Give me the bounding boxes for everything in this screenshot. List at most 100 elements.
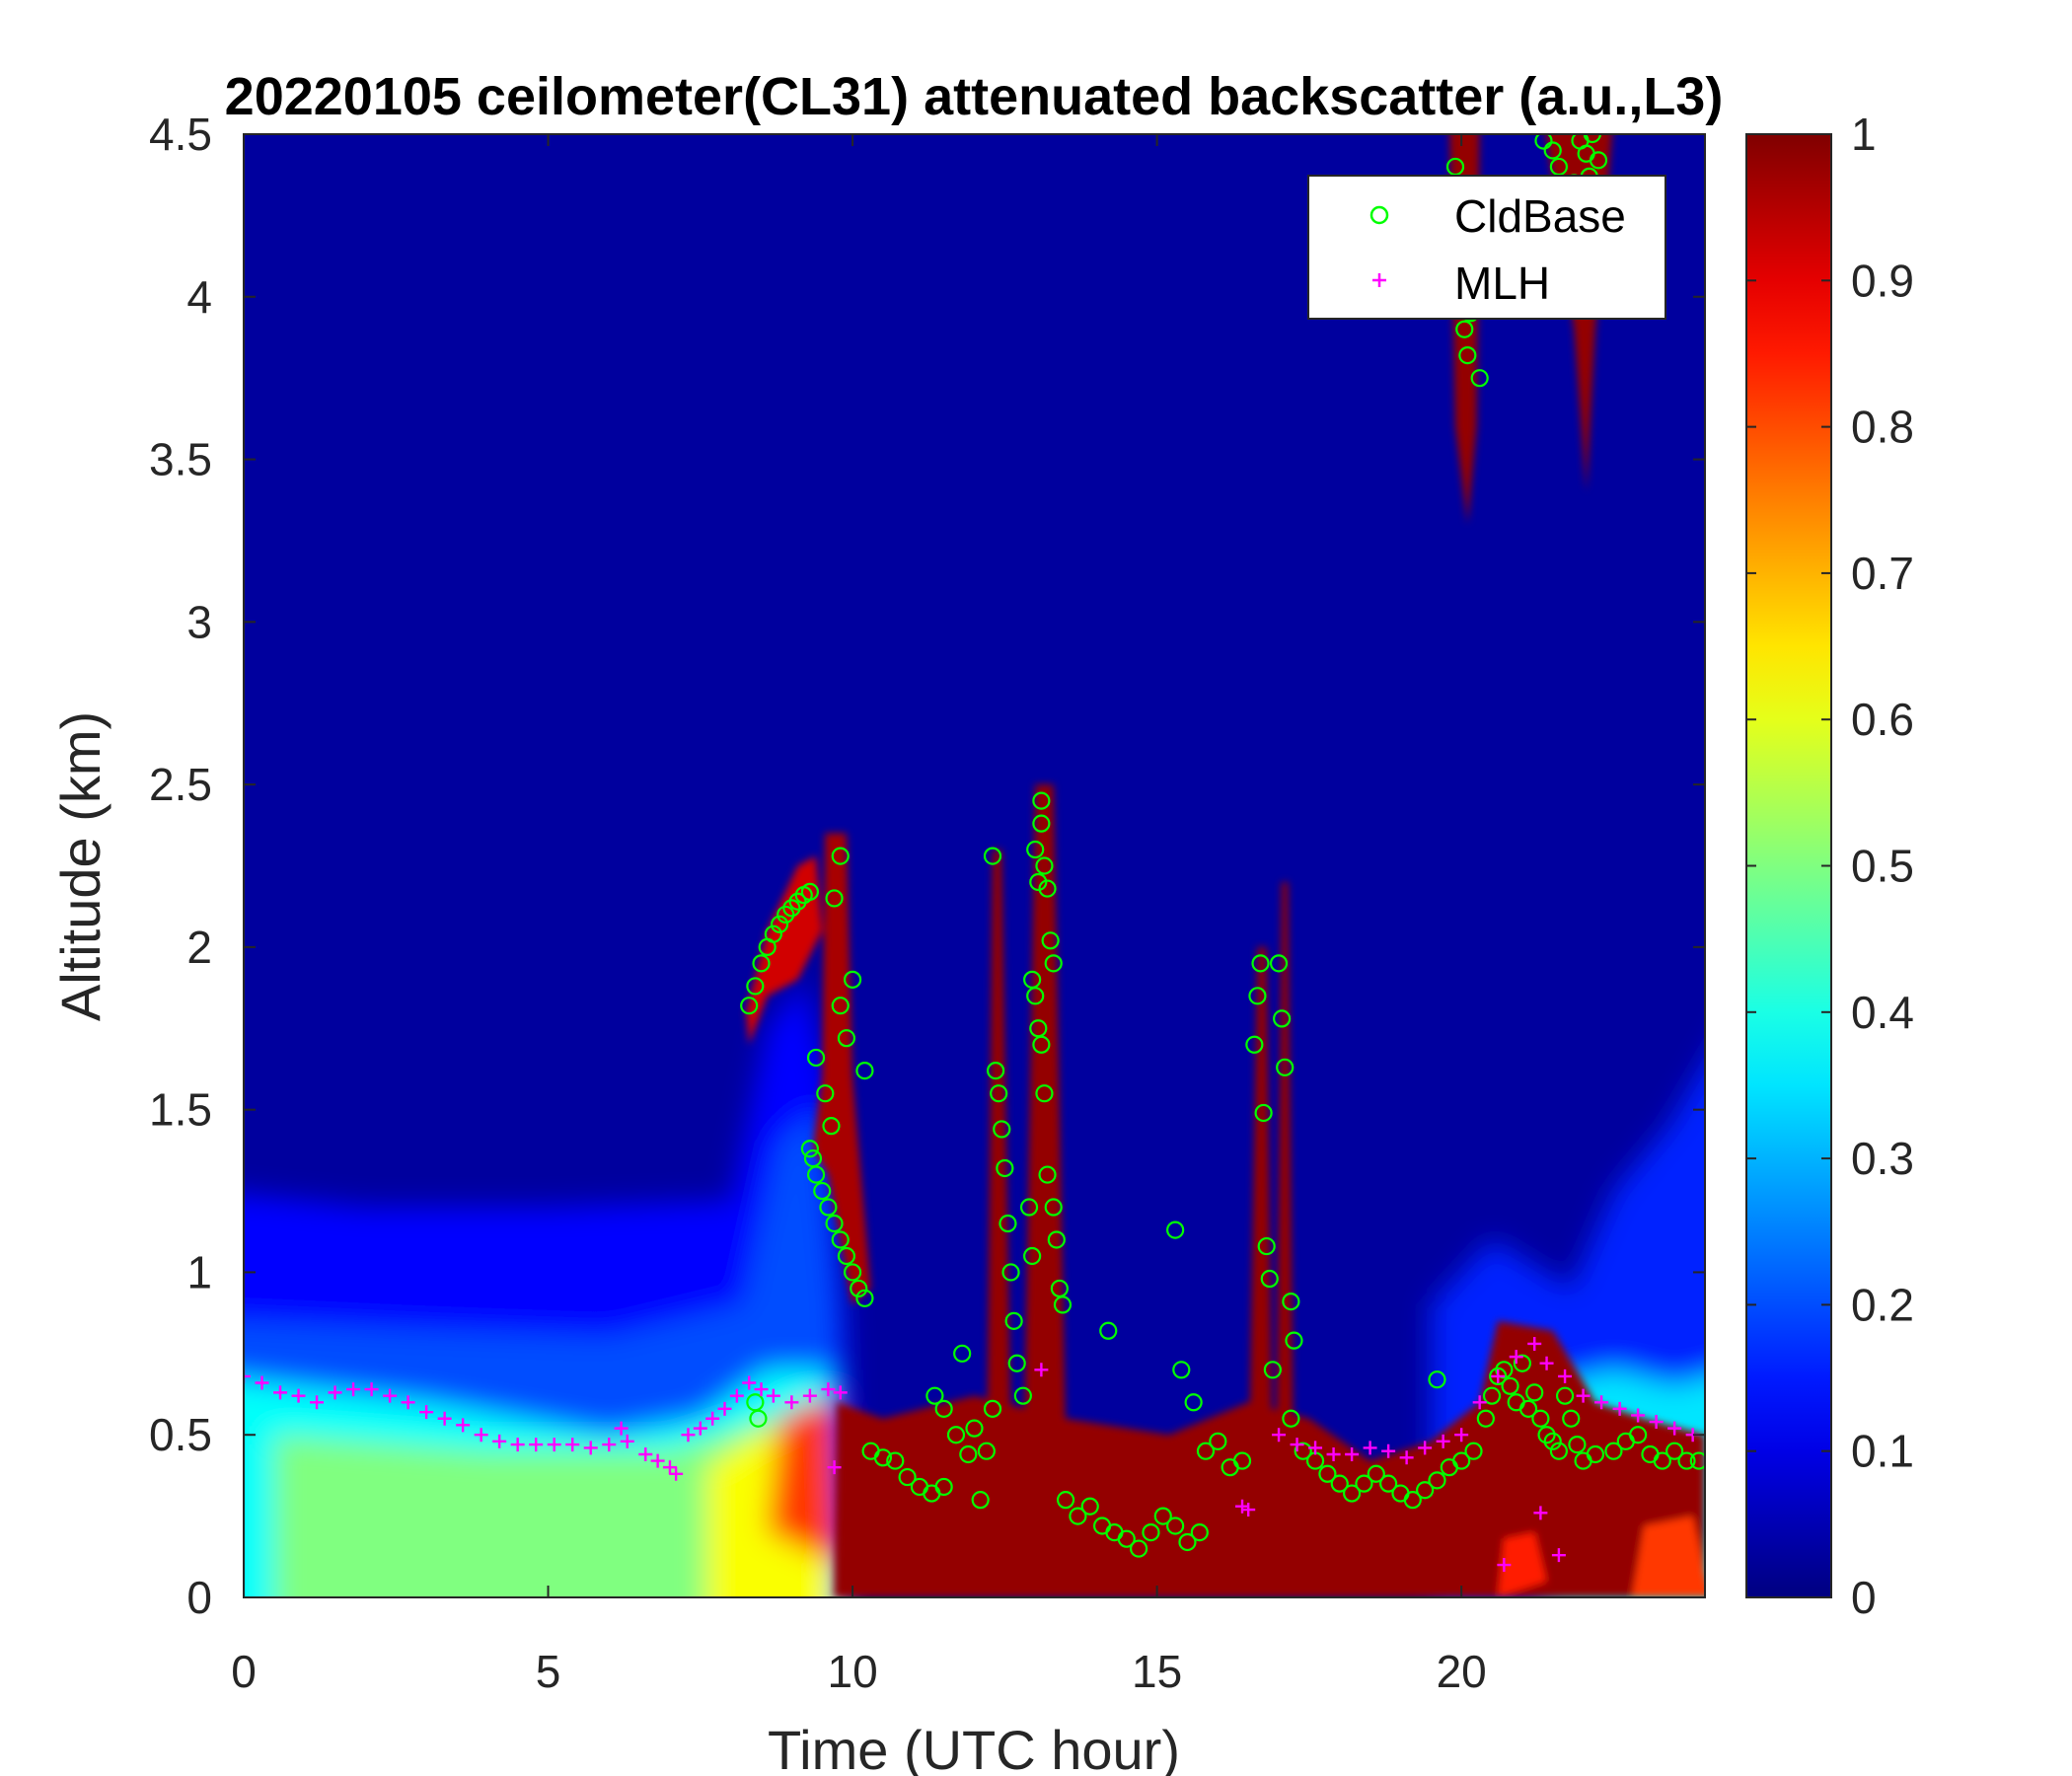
cldbase-point <box>825 889 844 908</box>
colorbar-tick-label: 0 <box>1851 1572 1877 1623</box>
mlh-point <box>1576 1388 1591 1403</box>
legend-box <box>1307 175 1666 320</box>
cldbase-point <box>1269 954 1289 973</box>
cldbase-point <box>850 1279 868 1298</box>
colorbar-tick-label: 0.8 <box>1851 402 1914 453</box>
cldbase-point <box>934 1477 953 1497</box>
colorbar-tick-label: 0.5 <box>1851 841 1914 892</box>
cldbase-point <box>1525 1383 1544 1402</box>
mlh-point <box>1558 1369 1573 1383</box>
cldbase-point <box>1513 1354 1531 1372</box>
cldbase-point <box>1172 1361 1191 1379</box>
mlh-point <box>650 1453 665 1468</box>
mlh-point <box>401 1395 415 1410</box>
mlh-point <box>1631 1408 1646 1423</box>
cldbase-point <box>1026 987 1045 1005</box>
cldbase-point <box>977 1442 996 1460</box>
mlh-point <box>273 1385 288 1400</box>
mlh-point <box>1308 1441 1323 1455</box>
cldbase-point <box>886 1451 905 1470</box>
cldbase-point <box>1543 1432 1562 1450</box>
cldbase-point <box>1001 1263 1020 1282</box>
cldbase-point <box>788 892 807 911</box>
cldbase-point <box>1044 954 1063 973</box>
cldbase-point <box>855 1289 874 1307</box>
colorbar-gradient <box>1746 134 1831 1597</box>
colorbar-ticks: 0 0.1 0.2 0.3 0.4 0.5 0.6 0.7 0.8 0.9 1 <box>1746 109 1914 1623</box>
mlh-point <box>291 1388 306 1403</box>
mlh-point <box>346 1382 361 1397</box>
cloud-column-17h <box>1275 881 1295 1501</box>
mlh-point <box>529 1438 544 1452</box>
cldbase-point <box>806 1048 826 1068</box>
mlh-point <box>547 1438 561 1452</box>
mlh-point <box>1272 1428 1287 1443</box>
backscatter-heatmap <box>244 134 1705 1597</box>
mlh-point <box>1667 1421 1682 1436</box>
cldbase-point <box>1342 1484 1362 1503</box>
cldbase-point <box>1056 1491 1075 1510</box>
mlh-point <box>1551 1548 1566 1563</box>
mlh-point <box>742 1375 757 1390</box>
cldbase-point <box>1330 1474 1349 1493</box>
mlh-point <box>833 1385 848 1400</box>
cldbase-point <box>986 1062 1005 1080</box>
y-tick-label: 2.5 <box>149 759 212 810</box>
cldbase-point <box>1069 1507 1087 1525</box>
cldbase-point <box>1445 157 1465 177</box>
y-tick-label: 3 <box>186 596 212 647</box>
cldbase-point <box>1053 1295 1073 1314</box>
cldbase-point <box>1035 856 1054 875</box>
cldbase-point <box>1476 1409 1495 1428</box>
cloud-layer-descending <box>812 833 871 1305</box>
cldbase-point <box>1273 1009 1292 1028</box>
cldbase-point <box>1501 1376 1519 1395</box>
mlh-point <box>1436 1434 1450 1448</box>
aerosol-layer-core <box>273 1418 832 1597</box>
cldbase-point <box>1038 1165 1057 1184</box>
cldbase-point <box>983 1399 1002 1418</box>
mlh-point <box>244 1369 251 1383</box>
colorbar-tick-label: 0.9 <box>1851 255 1914 306</box>
cldbase-point <box>831 847 850 865</box>
x-tick-label: 20 <box>1437 1646 1487 1697</box>
mlh-point <box>717 1401 732 1416</box>
cldbase-point <box>1428 1471 1446 1490</box>
mlh-point <box>705 1411 720 1426</box>
mlh-point <box>669 1466 684 1481</box>
mlh-point <box>802 1388 817 1403</box>
colorbar-tick-label: 0.4 <box>1851 987 1914 1038</box>
mlh-point <box>1034 1363 1049 1377</box>
cldbase-point <box>1586 1444 1605 1464</box>
cldbase-point <box>837 1246 856 1266</box>
legend-mlh-label: MLH <box>1454 258 1550 309</box>
cldbase-point <box>1026 840 1045 859</box>
cldbase-point <box>1013 1386 1032 1405</box>
cldbase-point <box>749 1409 768 1428</box>
cldbase-point <box>1604 1442 1623 1460</box>
cldbase-point <box>1543 141 1562 160</box>
cldbase-point <box>1080 1497 1099 1516</box>
mlh-point <box>1649 1415 1664 1430</box>
mlh-point <box>565 1438 580 1452</box>
cldbase-point <box>990 1084 1008 1103</box>
aerosol-layer-dense <box>767 1402 841 1566</box>
y-tick-label: 2 <box>186 922 212 973</box>
mlh-point <box>1594 1395 1609 1410</box>
cldbase-point <box>1209 1432 1227 1450</box>
legend-mlh-marker <box>1372 273 1386 287</box>
mlh-point <box>492 1434 507 1448</box>
cldbase-point <box>1117 1529 1136 1548</box>
cldbase-point <box>959 1444 978 1464</box>
mlh-point <box>754 1382 769 1397</box>
y-tick-label: 4.5 <box>149 109 212 160</box>
mlh-point <box>383 1388 398 1403</box>
cldbase-point <box>934 1399 953 1418</box>
mlh-point <box>456 1418 471 1433</box>
cldbase-point <box>1044 1198 1063 1217</box>
cldbase-point <box>1464 1442 1483 1460</box>
cldbase-point <box>946 1426 966 1444</box>
cldbase-point <box>1245 1035 1264 1054</box>
